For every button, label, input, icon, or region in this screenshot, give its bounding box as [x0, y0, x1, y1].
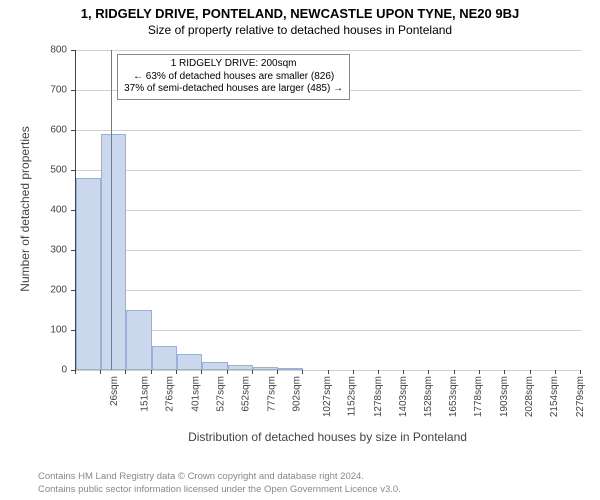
- x-tick-label: 1278sqm: [373, 376, 384, 417]
- x-tick-label: 1403sqm: [398, 376, 409, 417]
- y-tick: [71, 210, 75, 211]
- x-tick: [530, 370, 531, 374]
- y-tick: [71, 330, 75, 331]
- x-tick-label: 1152sqm: [347, 376, 358, 416]
- gridline: [76, 210, 581, 211]
- x-tick: [100, 370, 101, 374]
- x-tick-label: 1903sqm: [499, 376, 510, 417]
- gridline: [76, 170, 581, 171]
- chart-subtitle: Size of property relative to detached ho…: [0, 21, 600, 41]
- x-tick: [302, 370, 303, 374]
- x-tick-label: 151sqm: [140, 376, 151, 412]
- histogram-bar: [152, 346, 177, 370]
- x-tick: [580, 370, 581, 374]
- x-tick-label: 2154sqm: [549, 376, 560, 417]
- y-tick-label: 700: [37, 85, 67, 96]
- y-axis-label: Number of detached properties: [18, 99, 32, 319]
- x-tick: [252, 370, 253, 374]
- histogram-bar: [76, 178, 101, 370]
- y-tick-label: 0: [37, 365, 67, 376]
- x-tick-label: 401sqm: [190, 376, 201, 412]
- y-tick: [71, 50, 75, 51]
- y-tick-label: 200: [37, 285, 67, 296]
- x-tick-label: 1528sqm: [423, 376, 434, 417]
- y-tick: [71, 170, 75, 171]
- gridline: [76, 130, 581, 131]
- histogram-bar: [126, 310, 151, 370]
- x-tick: [479, 370, 480, 374]
- x-tick-label: 1027sqm: [322, 376, 333, 417]
- gridline: [76, 250, 581, 251]
- y-tick: [71, 290, 75, 291]
- x-tick-label: 777sqm: [266, 376, 277, 412]
- x-tick: [403, 370, 404, 374]
- chart-plot-area: 1 RIDGELY DRIVE: 200sqm← 63% of detached…: [75, 50, 581, 371]
- annotation-line: ← 63% of detached houses are smaller (82…: [124, 71, 343, 84]
- gridline: [76, 330, 581, 331]
- y-tick-label: 400: [37, 205, 67, 216]
- histogram-bar: [177, 354, 202, 370]
- x-tick: [454, 370, 455, 374]
- annotation-box: 1 RIDGELY DRIVE: 200sqm← 63% of detached…: [117, 54, 350, 100]
- y-tick: [71, 90, 75, 91]
- x-tick-label: 527sqm: [216, 376, 227, 412]
- y-tick-label: 500: [37, 165, 67, 176]
- histogram-bar: [278, 368, 303, 370]
- x-tick: [227, 370, 228, 374]
- x-axis-label: Distribution of detached houses by size …: [75, 430, 580, 444]
- x-tick: [428, 370, 429, 374]
- x-tick: [75, 370, 76, 374]
- x-tick-label: 1653sqm: [448, 376, 459, 417]
- x-tick: [378, 370, 379, 374]
- histogram-bar: [228, 365, 253, 370]
- x-tick: [201, 370, 202, 374]
- x-tick: [151, 370, 152, 374]
- y-tick-label: 100: [37, 325, 67, 336]
- x-tick-label: 26sqm: [109, 376, 120, 406]
- x-tick-label: 2279sqm: [575, 376, 586, 417]
- y-tick-label: 600: [37, 125, 67, 136]
- gridline: [76, 50, 581, 51]
- histogram-bar: [101, 134, 126, 370]
- annotation-line: 1 RIDGELY DRIVE: 200sqm: [124, 58, 343, 71]
- x-tick-label: 902sqm: [291, 376, 302, 412]
- histogram-bar: [202, 362, 227, 370]
- y-tick: [71, 250, 75, 251]
- credit-line-2: Contains public sector information licen…: [38, 484, 592, 496]
- credits-block: Contains HM Land Registry data © Crown c…: [38, 471, 592, 496]
- x-tick: [504, 370, 505, 374]
- x-tick: [125, 370, 126, 374]
- chart-title: 1, RIDGELY DRIVE, PONTELAND, NEWCASTLE U…: [0, 0, 600, 21]
- x-tick: [176, 370, 177, 374]
- property-marker-line: [111, 50, 112, 370]
- gridline: [76, 290, 581, 291]
- x-tick: [555, 370, 556, 374]
- x-tick: [277, 370, 278, 374]
- x-tick: [353, 370, 354, 374]
- x-tick-label: 652sqm: [241, 376, 252, 412]
- x-tick-label: 276sqm: [165, 376, 176, 412]
- credit-line-1: Contains HM Land Registry data © Crown c…: [38, 471, 592, 483]
- annotation-line: 37% of semi-detached houses are larger (…: [124, 83, 343, 96]
- histogram-bar: [253, 367, 278, 370]
- y-tick-label: 800: [37, 45, 67, 56]
- y-tick-label: 300: [37, 245, 67, 256]
- x-tick-label: 2028sqm: [524, 376, 535, 417]
- x-tick: [328, 370, 329, 374]
- x-tick-label: 1778sqm: [474, 376, 485, 417]
- y-tick: [71, 130, 75, 131]
